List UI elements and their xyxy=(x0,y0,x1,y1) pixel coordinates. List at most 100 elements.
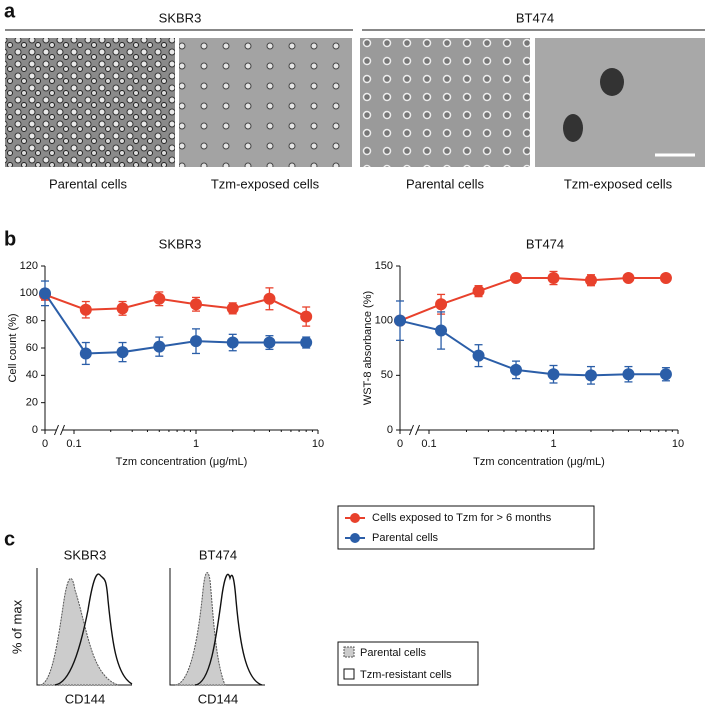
x-axis-label: Tzm concentration (μg/mL) xyxy=(116,456,248,468)
micrograph xyxy=(360,38,530,167)
point xyxy=(584,369,597,382)
plot-title: SKBR3 xyxy=(64,547,107,562)
point xyxy=(190,335,202,348)
histogram-resistant xyxy=(54,573,133,686)
histogram-parental xyxy=(174,572,226,686)
micrograph xyxy=(535,38,705,167)
point xyxy=(547,272,560,285)
panel-label: b xyxy=(4,228,16,250)
caption: Parental cells xyxy=(49,176,128,191)
point xyxy=(659,272,672,285)
point xyxy=(472,349,485,362)
y-tick-label: 60 xyxy=(26,342,38,354)
x-tick-label: 10 xyxy=(312,438,324,450)
axis-break xyxy=(54,424,59,436)
caption: Tzm-exposed cells xyxy=(211,176,320,191)
y-axis-label: WST-8 absorbance (%) xyxy=(362,291,374,405)
caption: Tzm-exposed cells xyxy=(564,176,673,191)
axis-break xyxy=(60,424,65,436)
y-tick-label: 40 xyxy=(26,369,38,381)
x-axis-label: Tzm concentration (μg/mL) xyxy=(473,456,605,468)
plot-title: BT474 xyxy=(199,547,237,562)
y-tick-label: 80 xyxy=(26,315,38,327)
legend-marker xyxy=(350,533,360,543)
y-axis-label: % of max xyxy=(9,599,24,654)
point xyxy=(435,298,448,311)
legend-label: Parental cells xyxy=(372,532,439,544)
legend-marker xyxy=(350,513,360,523)
axis xyxy=(169,568,265,686)
point xyxy=(435,324,448,337)
legend-label: Tzm-resistant cells xyxy=(360,669,452,681)
chart-title: BT474 xyxy=(526,236,564,251)
x-tick-label: 0 xyxy=(397,438,403,450)
point xyxy=(116,302,129,315)
point xyxy=(547,368,560,381)
series-line xyxy=(399,277,666,322)
point xyxy=(622,368,635,381)
series-line xyxy=(44,292,307,355)
legend-label: Parental cells xyxy=(360,647,427,659)
y-tick-label: 120 xyxy=(20,260,38,272)
point xyxy=(510,363,523,376)
series-line xyxy=(399,319,666,377)
x-tick-label: 1 xyxy=(193,438,199,450)
micrograph xyxy=(5,38,175,167)
histogram-parental xyxy=(39,578,119,686)
histogram-resistant xyxy=(194,573,263,686)
panel-label: a xyxy=(4,0,16,22)
point xyxy=(226,336,239,349)
y-tick-label: 100 xyxy=(20,287,38,299)
point xyxy=(394,314,406,327)
point xyxy=(263,292,276,305)
point xyxy=(263,336,276,349)
x-tick-label: 0.1 xyxy=(421,438,436,450)
axis-break xyxy=(415,424,420,436)
x-tick-label: 0 xyxy=(42,438,48,450)
colony xyxy=(600,68,624,96)
y-tick-label: 150 xyxy=(375,260,393,272)
x-tick-label: 1 xyxy=(550,438,556,450)
axis-break xyxy=(409,424,414,436)
point xyxy=(153,340,166,353)
point xyxy=(300,336,313,349)
group-title: BT474 xyxy=(516,10,554,25)
point xyxy=(510,272,523,285)
legend-swatch xyxy=(343,668,355,680)
point xyxy=(300,310,313,323)
y-tick-label: 0 xyxy=(32,424,38,436)
point xyxy=(659,368,672,381)
caption: Parental cells xyxy=(406,176,485,191)
point xyxy=(79,347,92,360)
point xyxy=(622,272,635,285)
x-tick-label: 0.1 xyxy=(66,438,81,450)
point xyxy=(190,298,202,311)
x-tick-label: 10 xyxy=(672,438,684,450)
point xyxy=(472,285,485,298)
colony xyxy=(563,114,583,142)
legend-label: Cells exposed to Tzm for > 6 months xyxy=(372,512,552,524)
x-axis-label: CD144 xyxy=(65,691,105,706)
point xyxy=(153,292,166,305)
panel-label: c xyxy=(4,528,15,550)
y-axis-label: Cell count (%) xyxy=(7,313,19,382)
legend-box xyxy=(337,505,595,550)
point xyxy=(116,346,129,359)
chart-title: SKBR3 xyxy=(159,236,202,251)
y-tick-label: 50 xyxy=(381,369,393,381)
y-tick-label: 100 xyxy=(375,315,393,327)
micrograph xyxy=(179,38,352,167)
x-axis-label: CD144 xyxy=(198,691,238,706)
series-line xyxy=(44,293,307,318)
group-title: SKBR3 xyxy=(159,10,202,25)
point xyxy=(226,302,239,315)
y-tick-label: 0 xyxy=(387,424,393,436)
point xyxy=(39,287,51,300)
point xyxy=(79,303,92,316)
y-tick-label: 20 xyxy=(26,397,38,409)
legend-swatch xyxy=(343,646,355,658)
legend: Cells exposed to Tzm for > 6 months Paren… xyxy=(337,505,595,550)
point xyxy=(584,274,597,287)
legend-box xyxy=(337,641,479,686)
